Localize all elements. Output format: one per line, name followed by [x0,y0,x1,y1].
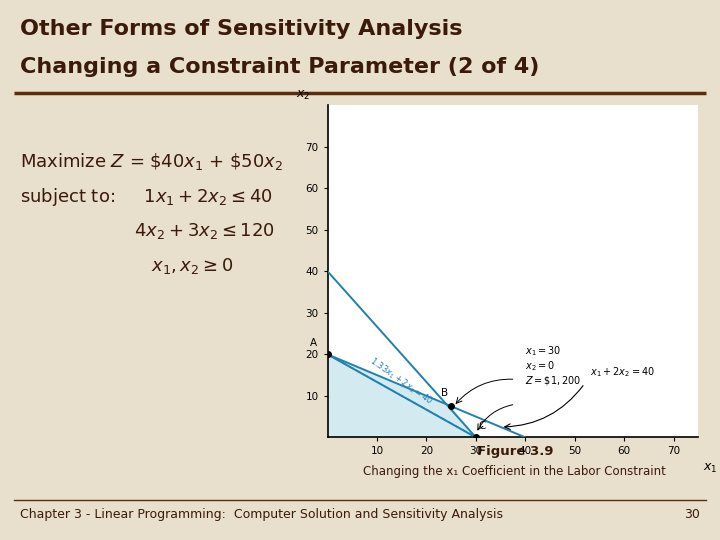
Text: Changing a Constraint Parameter (2 of 4): Changing a Constraint Parameter (2 of 4) [20,57,539,77]
Text: $x_1, x_2 \geq 0$: $x_1, x_2 \geq 0$ [20,256,233,276]
Text: $x_2$: $x_2$ [296,89,310,102]
Text: $x_1 = 30$: $x_1 = 30$ [526,345,562,358]
Text: Other Forms of Sensitivity Analysis: Other Forms of Sensitivity Analysis [20,19,463,39]
Text: $x_1 + 2x_2 = 40$: $x_1 + 2x_2 = 40$ [590,366,654,379]
Text: A: A [310,338,318,348]
Text: C: C [478,421,486,431]
Text: $x_2 = 0$: $x_2 = 0$ [526,359,556,373]
Text: $1.33x_1 + 2x_2 = 40$: $1.33x_1 + 2x_2 = 40$ [367,355,436,408]
Text: Changing the x₁ Coefficient in the Labor Constraint: Changing the x₁ Coefficient in the Labor… [364,465,666,478]
Polygon shape [328,354,476,437]
Text: B: B [441,388,449,398]
Text: Chapter 3 - Linear Programming:  Computer Solution and Sensitivity Analysis: Chapter 3 - Linear Programming: Computer… [20,508,503,521]
Text: 30: 30 [684,508,700,521]
Text: Figure 3.9: Figure 3.9 [477,446,553,458]
Text: Maximize $Z$ = $\$40x_1$ + $\$50x_2$: Maximize $Z$ = $\$40x_1$ + $\$50x_2$ [20,151,284,172]
Text: $x_1$: $x_1$ [703,462,718,475]
Text: $4x_2 + 3x_2 \leq 120$: $4x_2 + 3x_2 \leq 120$ [20,221,275,241]
Text: $Z = \$1,200$: $Z = \$1,200$ [526,374,582,387]
Text: subject to:     $1x_1 + 2x_2 \leq 40$: subject to: $1x_1 + 2x_2 \leq 40$ [20,186,273,208]
